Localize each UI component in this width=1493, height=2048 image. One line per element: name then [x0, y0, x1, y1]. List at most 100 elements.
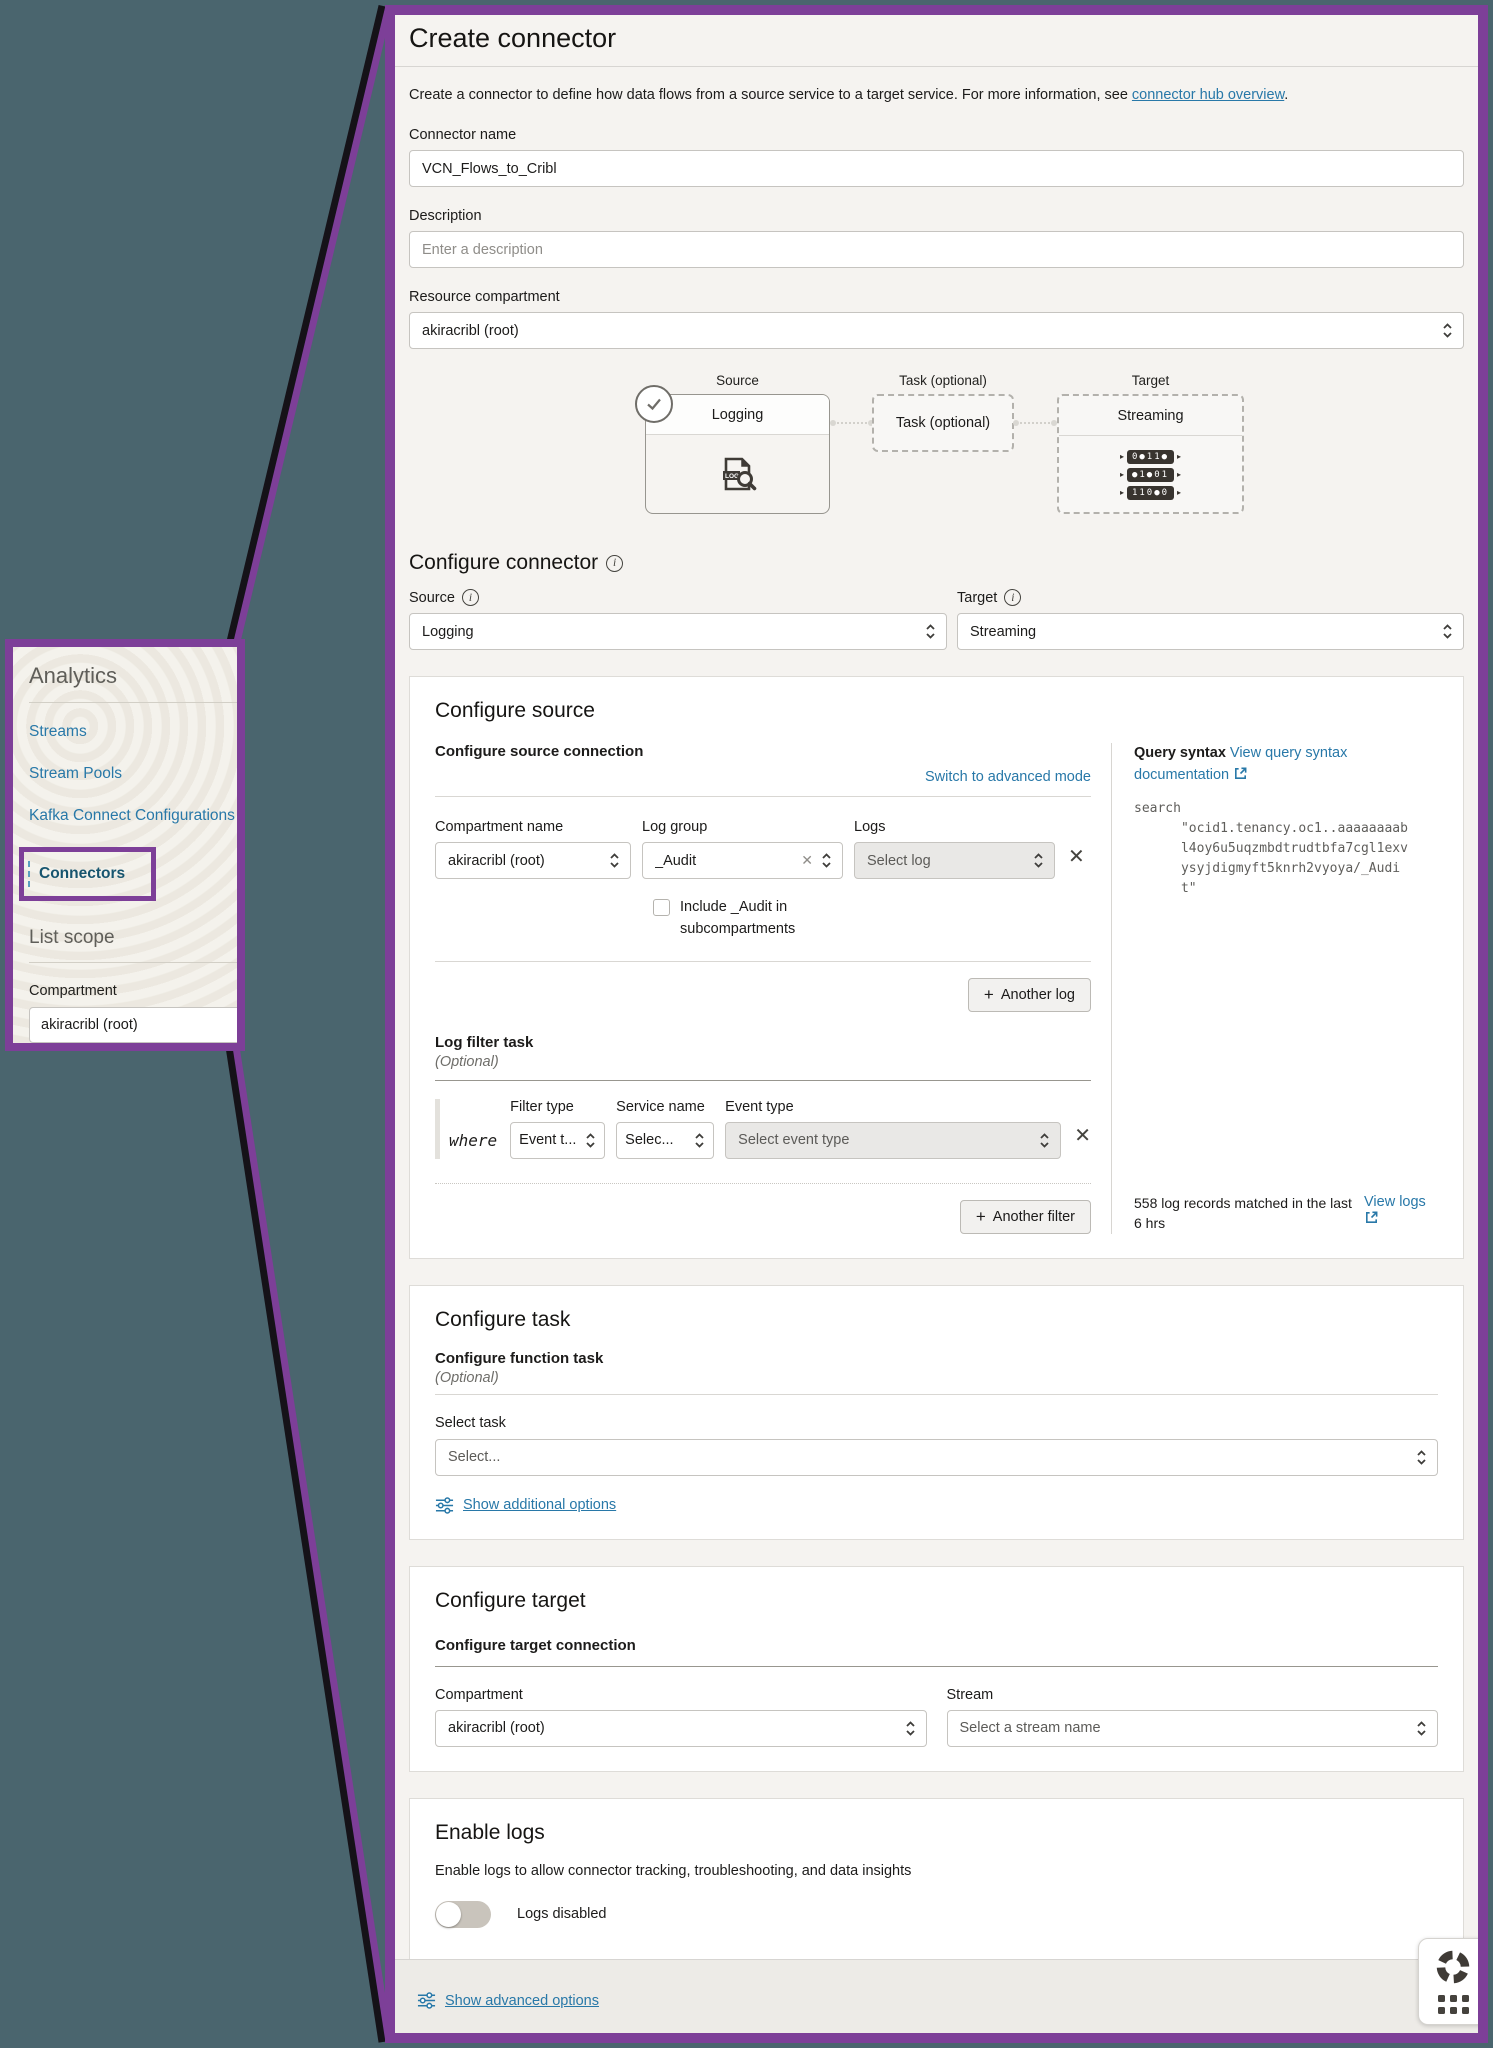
logs-select[interactable]: Select log [854, 842, 1055, 879]
enable-logs-heading: Enable logs [435, 1820, 545, 1844]
list-scope-title: List scope [29, 927, 115, 948]
select-chevrons-icon [586, 1132, 595, 1148]
callout-line [231, 1039, 393, 2043]
select-chevrons-icon [1443, 624, 1452, 639]
query-code-block: search "ocid1.tenancy.oc1..aaaaaaaab l4o… [1134, 800, 1408, 897]
stream-select[interactable]: Select a stream name [946, 1709, 1438, 1747]
function-task-optional-label: (Optional) [435, 1369, 499, 1386]
dots-grid-icon [1437, 1995, 1469, 2014]
source-select-label: Source [409, 589, 455, 606]
compartment-name-select[interactable]: akiracribl (root) [435, 842, 631, 879]
task-node: Task (optional) Task (optional) [872, 373, 1014, 452]
configure-source-heading: Configure source [435, 699, 595, 722]
connector-flow-diagram: Source Logging LOGS [395, 373, 1478, 525]
check-icon [635, 385, 673, 423]
logs-toggle-label: Logs disabled [517, 1906, 607, 1922]
filter-type-label: Filter type [510, 1098, 574, 1115]
include-audit-checkbox[interactable] [653, 899, 670, 916]
select-chevrons-icon [1417, 1449, 1426, 1465]
stream-label: Stream [946, 1686, 994, 1703]
remove-log-row-icon[interactable]: ✕ [1068, 845, 1085, 868]
sliders-icon [417, 1992, 436, 2009]
task-node-title: Task (optional) [899, 373, 987, 388]
target-compartment-select[interactable]: akiracribl (root) [435, 1709, 927, 1747]
help-widget[interactable] [1418, 1938, 1478, 2025]
sidebar-compartment-value: akiracribl (root) [41, 1017, 138, 1033]
log-group-select[interactable]: _Audit ✕ [642, 842, 843, 879]
flow-connector [830, 420, 874, 426]
target-compartment-label: Compartment [435, 1686, 523, 1703]
external-link-icon [1366, 1211, 1378, 1223]
bits-row: 110●0 [1126, 486, 1175, 500]
sidebar-compartment-select[interactable]: akiracribl (root) [29, 1007, 237, 1043]
configure-source-card: Configure source Configure source connec… [409, 676, 1464, 1259]
resource-compartment-select[interactable]: akiracribl (root) [409, 312, 1464, 349]
focus-indicator [28, 861, 30, 887]
callout-line-shadow [224, 4, 388, 652]
page-title: Create connector [409, 23, 617, 53]
another-filter-button[interactable]: + Another filter [959, 1199, 1091, 1234]
sidebar-title: Analytics [29, 663, 118, 688]
info-icon[interactable]: i [1004, 589, 1022, 606]
service-name-select[interactable]: Selec... [616, 1121, 715, 1159]
divider [435, 1393, 1438, 1395]
clear-icon[interactable]: ✕ [801, 852, 813, 868]
include-audit-checkbox-label: Include _Audit in subcompartments [680, 899, 796, 937]
view-logs-link[interactable]: View logs [1364, 1193, 1426, 1210]
bits-row: 0●11● [1126, 450, 1175, 464]
logs-label: Logs [854, 819, 886, 835]
target-select-label: Target [957, 589, 998, 606]
toggle-knob [436, 1901, 461, 1927]
event-type-select[interactable]: Select event type [725, 1121, 1062, 1159]
select-task-placeholder: Select... [448, 1449, 501, 1465]
stream-placeholder: Select a stream name [959, 1720, 1101, 1736]
sidebar-item-kafka-connect-configurations[interactable]: Kafka Connect Configurations [29, 807, 235, 824]
configure-target-heading: Configure target [435, 1588, 586, 1612]
select-task-label: Select task [435, 1414, 506, 1431]
show-advanced-options-link[interactable]: Show advanced options [445, 1992, 599, 2009]
divider [435, 960, 1091, 962]
sliders-icon [435, 1496, 454, 1514]
switch-to-advanced-mode-link[interactable]: Switch to advanced mode [924, 769, 1091, 785]
sidebar-item-connectors[interactable]: Connectors [39, 865, 126, 882]
source-card[interactable]: Logging LOGS [645, 394, 830, 514]
log-filter-optional-label: (Optional) [435, 1053, 499, 1070]
connector-name-label: Connector name [409, 127, 517, 143]
select-chevrons-icon [822, 853, 831, 868]
target-card[interactable]: Streaming ▸ 0●11● ▸ ▸ ●1●01 ▸ ▸ 110●0 ▸ [1057, 394, 1244, 514]
sidebar-item-streams[interactable]: Streams [29, 723, 87, 740]
target-node: Target Streaming ▸ 0●11● ▸ ▸ ●1●01 ▸ ▸ 110●0 ▸ [1057, 373, 1244, 514]
bits-row: ●1●01 [1126, 468, 1175, 482]
logs-toggle[interactable] [435, 1900, 491, 1928]
resource-compartment-label: Resource compartment [409, 289, 560, 305]
connector-name-input[interactable] [409, 150, 1464, 187]
connector-hub-overview-link[interactable]: connector hub overview [1131, 87, 1285, 103]
task-card[interactable]: Task (optional) [872, 394, 1014, 452]
divider [435, 796, 1091, 797]
another-log-button[interactable]: + Another log [967, 977, 1091, 1012]
source-service-select[interactable]: Logging [409, 613, 947, 650]
filter-type-select[interactable]: Event t... [510, 1121, 606, 1159]
remove-filter-row-icon[interactable]: ✕ [1074, 1125, 1091, 1147]
info-icon[interactable]: i [606, 554, 624, 572]
query-syntax-header: Query syntax View query syntax documenta… [1134, 743, 1443, 787]
svg-text:LOGS: LOGS [725, 473, 744, 480]
description-label: Description [409, 208, 482, 224]
sidebar-nav: Streams Stream Pools Kafka Connect Confi… [19, 723, 237, 905]
query-syntax-doc-link[interactable]: View query syntax documentation [1134, 745, 1348, 783]
log-group-value: _Audit [655, 852, 697, 869]
target-service-select[interactable]: Streaming [957, 613, 1464, 650]
divider [29, 702, 237, 703]
intro-text-period: . [1284, 87, 1289, 103]
callout-line [231, 5, 393, 651]
compartment-name-label: Compartment name [435, 819, 564, 835]
info-icon[interactable]: i [461, 589, 479, 606]
service-name-value: Selec... [625, 1132, 674, 1148]
configure-target-card: Configure target Configure target connec… [409, 1565, 1464, 1772]
show-additional-options-link[interactable]: Show additional options [463, 1497, 617, 1513]
sidebar-item-stream-pools[interactable]: Stream Pools [29, 765, 123, 782]
description-input[interactable] [409, 231, 1464, 268]
intro-text-prefix: Create a connector to define how data fl… [409, 87, 1132, 103]
resource-compartment-value: akiracribl (root) [422, 322, 519, 339]
select-task-select[interactable]: Select... [435, 1438, 1438, 1476]
